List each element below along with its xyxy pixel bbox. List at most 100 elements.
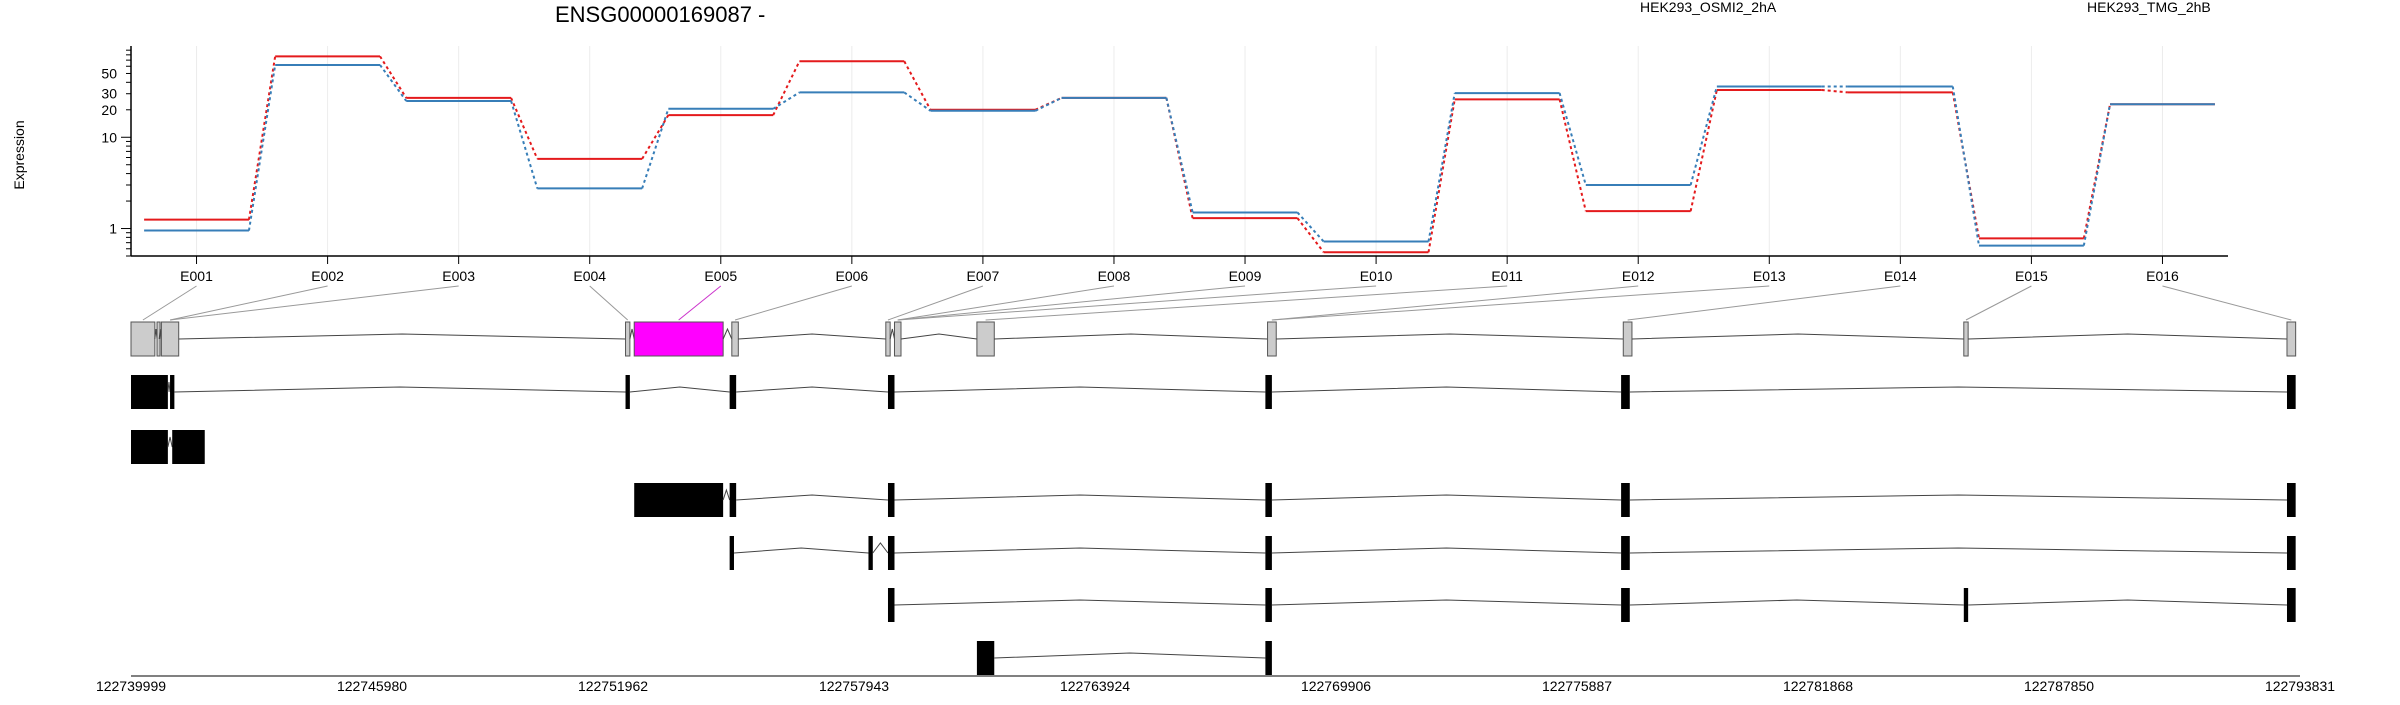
transcript-exon <box>1621 483 1630 517</box>
exon-box <box>1267 321 1277 357</box>
series-connector <box>1951 86 1980 246</box>
intron-line <box>1271 599 1622 606</box>
transcript-exon <box>1265 375 1272 409</box>
intron-line <box>1629 494 2287 501</box>
intron-line <box>167 381 171 393</box>
transcript-exon <box>2286 536 2296 570</box>
transcript-exon <box>887 483 895 517</box>
genome-coordinate-label: 122751962 <box>578 678 648 694</box>
series-connector <box>1427 92 1456 242</box>
transcript-exon <box>976 641 995 675</box>
exon-link-line <box>1627 285 1901 321</box>
transcript-exon <box>2286 588 2296 622</box>
x-tick-label: E001 <box>180 268 213 284</box>
exon-box <box>893 321 902 357</box>
transcript-4 <box>729 536 2296 570</box>
transcript-exon <box>1265 536 1272 570</box>
x-tick-label: E004 <box>573 268 606 284</box>
series-connector <box>247 56 277 220</box>
series-connector <box>2082 104 2112 246</box>
intron-line <box>1629 547 2287 554</box>
series-connector <box>1821 88 1849 94</box>
x-tick-label: E011 <box>1491 268 1523 284</box>
y-tick-label: 50 <box>101 65 117 81</box>
genome-coordinate-label: 122757943 <box>819 678 889 694</box>
series-connector <box>247 64 277 231</box>
y-tick-label: 10 <box>101 129 117 145</box>
genome-coordinate-label: 122763924 <box>1060 678 1130 694</box>
series-connector <box>1427 99 1456 253</box>
series-connector <box>1296 217 1325 253</box>
exon-box <box>976 321 995 357</box>
intron-line <box>629 328 635 340</box>
intron-line <box>178 333 626 340</box>
transcript-exon <box>170 375 175 409</box>
intron-line <box>1631 333 1964 340</box>
intron-line <box>889 328 895 340</box>
legend-entry-tmg: HEK293_TMG_2hB <box>2087 0 2211 15</box>
x-tick-label: E012 <box>1622 268 1655 284</box>
exon-box <box>625 321 631 357</box>
transcript-exon <box>887 375 895 409</box>
series-connector <box>1689 89 1718 212</box>
y-tick-label: 30 <box>101 86 117 102</box>
genome-coordinate-label: 122745980 <box>337 678 407 694</box>
exon-link-line <box>734 285 852 321</box>
x-tick-label: E008 <box>1098 268 1131 284</box>
intron-line <box>722 327 733 340</box>
x-tick-label: E015 <box>2015 268 2048 284</box>
series-connector <box>1558 92 1587 186</box>
series-connector <box>1296 211 1325 243</box>
intron-line <box>894 494 1266 501</box>
transcript-exon <box>887 588 895 622</box>
series-connector <box>772 91 800 110</box>
series-connector <box>1165 97 1194 213</box>
intron-line <box>1629 386 2287 393</box>
transcript-exon <box>729 536 734 570</box>
exon-box <box>633 321 724 357</box>
transcript-exon <box>887 536 895 570</box>
exon-box <box>156 321 161 357</box>
transcript-1 <box>131 375 2296 409</box>
intron-line <box>1276 333 1624 340</box>
series-connector <box>772 60 801 116</box>
intron-line <box>738 333 886 340</box>
transcript-exon <box>729 375 737 409</box>
series-connector <box>903 60 932 111</box>
transcript-6 <box>976 641 1272 675</box>
x-tick-label: E014 <box>1884 268 1917 284</box>
exon-link-line <box>169 285 459 321</box>
intron-line <box>900 333 977 340</box>
series-connector <box>1034 96 1062 112</box>
intron-line <box>894 599 1266 606</box>
intron-line <box>872 542 889 554</box>
exon-link-line <box>1271 285 1770 321</box>
exon-link-line <box>589 285 629 321</box>
exon-link-line <box>678 285 722 321</box>
intron-line <box>994 652 1266 659</box>
intron-line <box>1271 494 1622 501</box>
series-connector <box>641 108 670 189</box>
legend-entry-osmi2: HEK293_OSMI2_2hA <box>1640 0 1777 15</box>
series-connector <box>379 55 408 99</box>
genome-coordinate-label: 122775887 <box>1542 678 1612 694</box>
intron-line <box>722 488 731 501</box>
exon-box <box>731 321 739 357</box>
exon-box <box>130 321 156 357</box>
transcript-exon <box>868 536 873 570</box>
series-connector <box>641 114 670 160</box>
genome-coordinate-label: 122781868 <box>1783 678 1853 694</box>
intron-line <box>994 333 1268 340</box>
series-connector <box>1558 99 1587 212</box>
x-tick-label: E009 <box>1229 268 1262 284</box>
series-connector <box>510 100 539 189</box>
exon-link-line <box>985 285 1508 321</box>
exon-link-line <box>897 285 1115 321</box>
intron-line <box>1968 599 2288 606</box>
genome-coordinate-label: 122769906 <box>1301 678 1371 694</box>
transcript-exon <box>729 483 737 517</box>
intron-line <box>736 494 889 501</box>
x-tick-label: E016 <box>2146 268 2179 284</box>
x-tick-label: E007 <box>967 268 1000 284</box>
transcript-exon <box>2286 375 2296 409</box>
